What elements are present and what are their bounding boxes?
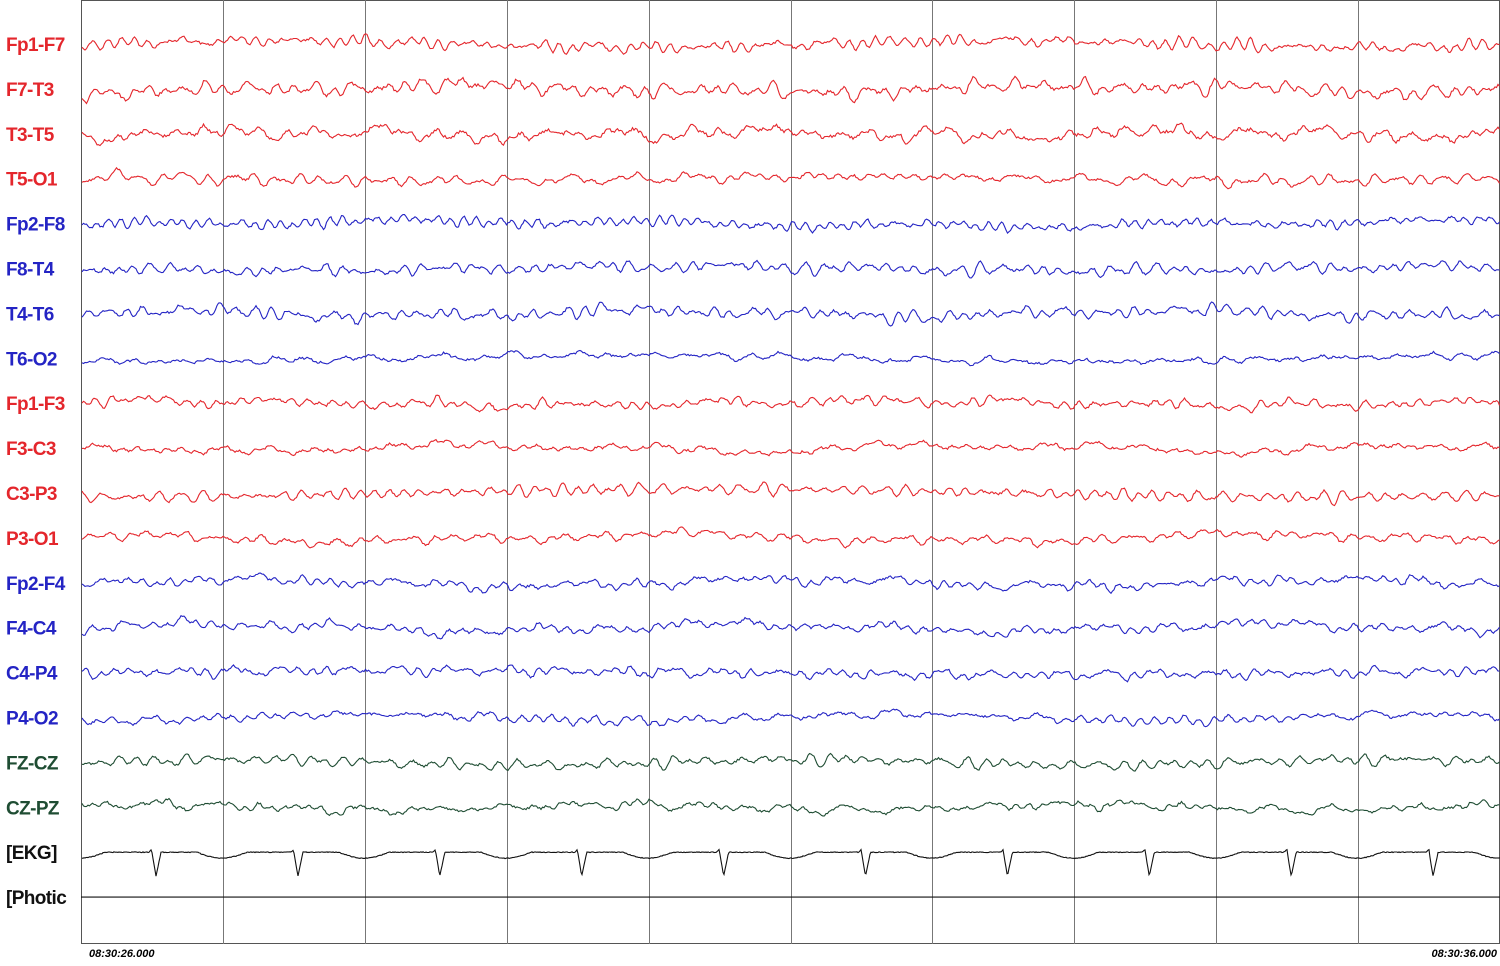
channel-label: C3-P3: [6, 484, 57, 505]
eeg-trace: [81, 394, 1500, 414]
channel-label: F7-T3: [6, 80, 54, 101]
traces: [81, 33, 1500, 898]
eeg-trace: [81, 122, 1500, 147]
channel-label: Fp2-F4: [6, 574, 66, 595]
eeg-trace: [81, 797, 1500, 817]
channel-label: Fp1-F3: [6, 394, 65, 415]
channel-label: T3-T5: [6, 125, 55, 146]
eeg-trace: [81, 526, 1500, 549]
channel-label: C4-P4: [6, 664, 58, 685]
time-grid: [223, 0, 1359, 944]
eeg-trace: [81, 259, 1500, 279]
eeg-trace: [81, 572, 1500, 595]
time-end: 08:30:36.000: [1432, 948, 1498, 960]
eeg-trace: [81, 214, 1500, 235]
channel-label: CZ-PZ: [6, 798, 60, 819]
channel-label: F3-C3: [6, 439, 56, 460]
channel-label: Fp2-F8: [6, 215, 65, 236]
channel-label: P3-O1: [6, 529, 59, 550]
eeg-trace: [81, 614, 1500, 640]
time-start: 08:30:26.000: [89, 948, 155, 960]
channel-label: T4-T6: [6, 304, 54, 325]
channel-label: F4-C4: [6, 619, 57, 640]
channel-label: FZ-CZ: [6, 753, 59, 774]
eeg-trace: [81, 848, 1500, 877]
eeg-trace: [81, 708, 1500, 728]
eeg-trace: [81, 166, 1500, 190]
eeg-trace: [81, 752, 1500, 772]
channel-label: [Photic: [6, 888, 67, 909]
channel-label: [EKG]: [6, 843, 57, 864]
eeg-trace: [81, 349, 1500, 367]
channel-label: T6-O2: [6, 349, 57, 370]
eeg-trace: [81, 481, 1500, 507]
eeg-trace: [81, 664, 1500, 683]
eeg-trace: [81, 438, 1500, 458]
eeg-trace: [81, 301, 1500, 327]
channel-label: Fp1-F7: [6, 35, 65, 56]
channel-label: P4-O2: [6, 709, 58, 730]
eeg-trace: [81, 33, 1500, 55]
eeg-trace: [81, 75, 1500, 105]
plot-frame: [81, 0, 1500, 944]
channel-label: F8-T4: [6, 260, 55, 281]
channel-label: T5-O1: [6, 170, 58, 191]
channel-labels: Fp1-F7 F7-T3 T3-T5 T5-O1 Fp2-F8 F8-T4 T4-T6 T6-…: [6, 35, 68, 909]
